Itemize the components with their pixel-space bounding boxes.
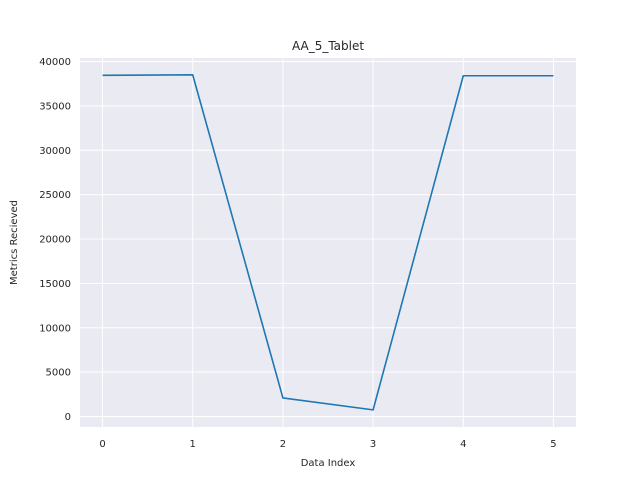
y-tick-label: 5000 [46,368,71,379]
series-line-0 [102,74,554,411]
y-tick-label: 0 [65,412,71,423]
y-tick-label: 20000 [39,235,71,246]
y-tick-label: 15000 [39,279,71,290]
y-tick-label: 30000 [39,146,71,157]
x-tick-label: 0 [99,439,105,450]
chart-title: AA_5_Tablet [292,39,364,53]
x-tick-label: 3 [370,439,376,450]
y-tick-label: 35000 [39,101,71,112]
x-tick-label: 2 [280,439,286,450]
y-tick-label: 25000 [39,190,71,201]
x-tick-label: 5 [550,439,556,450]
plot-background [80,58,576,427]
y-axis-label: Metrics Recieved [9,200,20,285]
x-axis-label: Data Index [301,458,356,469]
y-tick-label: 40000 [39,57,71,68]
grid [80,58,576,427]
x-tick-label: 1 [190,439,196,450]
y-tick-label: 10000 [39,323,71,334]
y-axis-ticks: 0 5000 10000 15000 20000 25000 30000 35000 40000 [39,57,71,423]
x-axis-ticks: 0 1 2 3 4 5 [99,439,556,450]
series-group [102,74,554,411]
x-tick-label: 4 [460,439,466,450]
